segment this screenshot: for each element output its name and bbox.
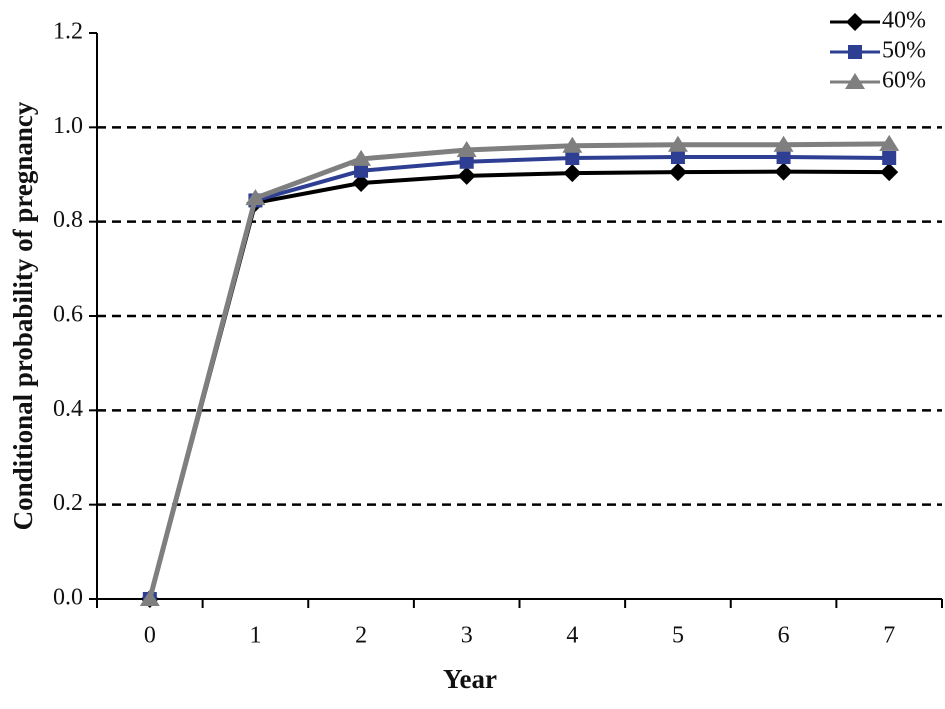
x-tick-label: 4 [566, 623, 578, 649]
y-axis-title: Conditional probability of pregnancy [8, 101, 38, 530]
x-axis-title: Year [443, 664, 497, 694]
marker [879, 134, 900, 151]
marker [670, 150, 685, 165]
marker [773, 135, 794, 152]
y-tick-label: 0.6 [53, 302, 83, 328]
legend-label: 50% [882, 38, 926, 64]
marker [667, 135, 688, 152]
y-tick-label: 0.4 [53, 396, 83, 422]
marker [562, 136, 583, 153]
series-line [147, 141, 890, 600]
marker [459, 154, 474, 169]
marker [845, 73, 865, 89]
marker [351, 149, 372, 166]
y-tick-label: 0.8 [53, 207, 83, 233]
marker [565, 150, 580, 165]
marker [774, 162, 793, 181]
y-tick-label: 1.2 [53, 19, 83, 45]
marker [563, 164, 582, 183]
x-tick-label: 3 [461, 623, 473, 649]
marker [848, 45, 862, 59]
x-tick-label: 5 [672, 623, 684, 649]
legend-label: 40% [882, 8, 926, 34]
series-line [147, 169, 890, 600]
marker [354, 163, 369, 178]
y-tick-label: 0.2 [53, 490, 83, 516]
marker [668, 163, 687, 182]
x-tick-label: 0 [144, 623, 156, 649]
marker [776, 150, 791, 165]
marker [245, 189, 266, 206]
marker [882, 150, 897, 165]
x-tick-label: 1 [249, 623, 261, 649]
x-tick-label: 2 [355, 623, 367, 649]
x-tick-label: 6 [778, 623, 790, 649]
marker [352, 173, 371, 192]
legend-label: 60% [882, 68, 926, 94]
marker [139, 590, 160, 606]
marker [456, 140, 477, 157]
marker [846, 13, 864, 31]
y-tick-label: 0.0 [53, 585, 83, 611]
y-tick-label: 1.0 [53, 113, 83, 139]
x-tick-label: 7 [883, 623, 895, 649]
marker [880, 163, 899, 182]
series-line [147, 155, 890, 600]
marker [457, 166, 476, 185]
